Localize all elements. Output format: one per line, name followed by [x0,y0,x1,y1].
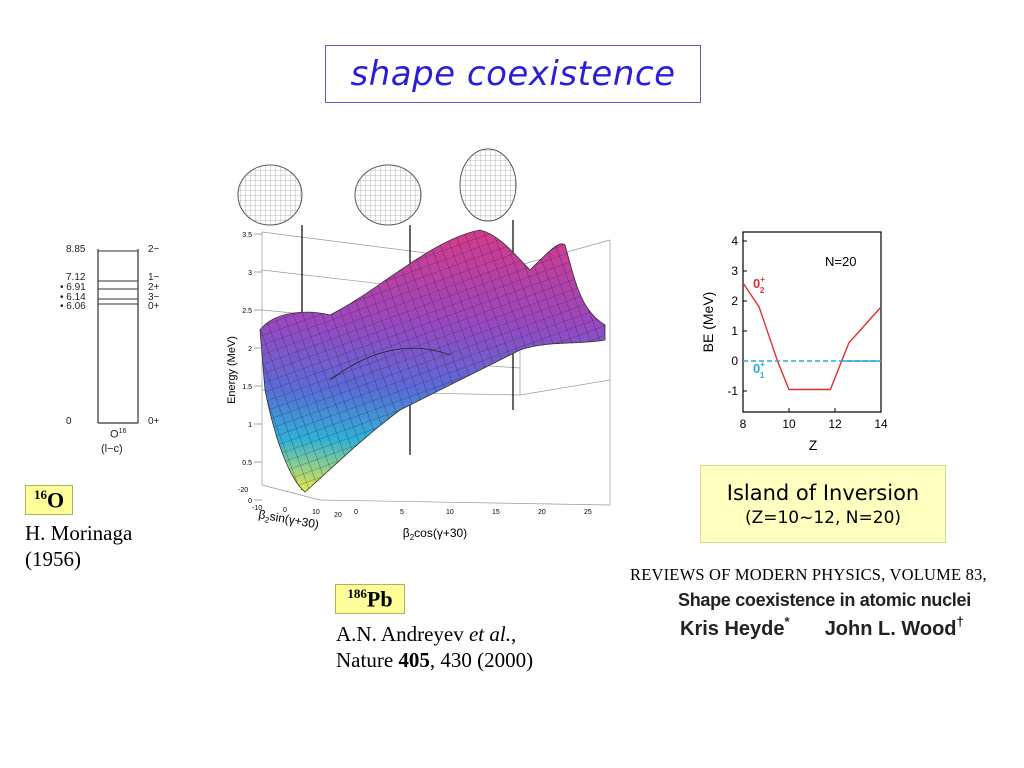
o16-level-spin: 1− [148,272,160,283]
pb186-z-tick: 2 [248,346,252,353]
pb186-x-tick: 5 [400,509,404,516]
pb186-x-tick: 15 [492,509,500,516]
be-plot-frame [742,231,882,413]
o16-level-spin: 0+ [148,416,160,427]
o16-level-energy: 8.85 [66,244,86,255]
pb186-y-tick: -20 [238,487,248,494]
o16-level-energy: • 6.06 [60,301,86,312]
pb186-z-tick: 3.5 [242,232,252,239]
pb186-z-tick: 2.5 [242,308,252,315]
be-series [742,282,882,391]
slide-title: shape coexistence [350,54,676,94]
o16-level-energy: 0 [66,416,72,427]
pb186-z-axis-label: Energy (MeV) [226,336,238,404]
pb186-x-ticks: 051015202530 [354,509,592,516]
pb186-reference: A.N. Andreyev et al., Nature 405, 430 (2… [336,621,533,673]
pb186-z-tick: 1 [248,422,252,429]
pb186-ref-line1: A.N. Andreyev et al., [336,622,517,646]
pb186-x-axis-label: β2cos(γ+30) [403,526,467,542]
pb186-y-tick: 10 [312,509,320,516]
be-y-tick: 2 [731,294,738,308]
pb186-z-tick: 0 [248,498,252,505]
be-y-ticks: 4 3 2 1 0 -1 [727,234,747,398]
pb186-z-ticks: 3.5 3 2.5 2 1.5 1 0.5 0 [242,232,262,505]
o16-reference: H. Morinaga (1956) [25,520,132,572]
pb186-y-tick: 20 [334,512,342,519]
title-box: shape coexistence [325,45,701,103]
be-y-tick: 0 [731,354,738,368]
o16-level-energy: 7.12 [66,272,86,283]
pb186-z-tick: 0.5 [242,460,252,467]
o16-level-energy: • 6.14 [60,292,86,303]
pb186-y-ticks: -20-10 0 10 20 [238,487,342,519]
o16-level-scheme [97,249,139,424]
island-of-inversion-subtitle: (Z=10~12, N=20) [744,507,902,528]
be-y-tick: 3 [731,264,738,278]
be-x-tick: 12 [828,417,842,431]
pb186-tag: 186Pb [335,584,405,614]
pb186-y-axis-label: β2sin(γ+30) [257,507,320,533]
o16-ref-year: (1956) [25,547,81,571]
spherical-shape-icon [354,164,422,226]
o16-tag: 16O [25,485,73,515]
o16-level-spin: 2+ [148,282,160,293]
pb186-y-tick: 0 [283,507,287,514]
o16-ref-author: H. Morinaga [25,521,133,545]
be-y-tick: 1 [731,324,738,338]
state2-label: 0+ 2 [753,275,765,295]
be-x-tick: 10 [782,417,796,431]
be-y-axis-label: BE (MeV) [700,292,716,353]
pb186-z-tick: 1.5 [242,384,252,391]
be-x-axis-label: Z [809,437,818,453]
pb186-x-tick: 25 [584,509,592,516]
pb186-ref-line2: Nature 405, 430 (2000) [336,648,534,672]
be-y-tick: 4 [731,234,738,248]
pb186-x-tick: 0 [354,509,358,516]
pb186-x-tick: 20 [538,509,546,516]
pb186-x-tick: 10 [446,509,454,516]
pb186-y-tick: -10 [252,505,262,512]
series-0plus2-line [742,282,882,391]
oblate-shape-icon [237,164,303,226]
rmp-journal: REVIEWS OF MODERN PHYSICS, VOLUME 83, [630,565,987,584]
prolate-shape-icon [459,148,517,222]
island-of-inversion-title: Island of Inversion [726,480,920,505]
be-x-tick: 8 [740,417,747,431]
o16-level-spin: 0+ [148,301,160,312]
pb186-energy-surface: 3.532.521.510.50 Energy (MeV) -20-10 0 10 2… [226,148,611,542]
rmp-authors: Kris Heyde* John L. Wood† [680,614,964,640]
o16-level-spin: 3− [148,292,160,303]
be-x-ticks: 8 10 12 14 [740,408,888,431]
be-x-tick: 14 [874,417,888,431]
state1-label: 0+ 1 [753,360,765,380]
o16-level-spin: 2− [148,244,160,255]
rmp-paper-title: Shape coexistence in atomic nuclei [678,590,971,610]
o16-nucleus-label: O16 [110,428,127,441]
be-annotation: N=20 [825,254,856,269]
o16-level-energy: • 6.91 [60,282,86,293]
be-y-tick: -1 [727,384,738,398]
o16-nucleus-sub: (l−c) [101,443,123,455]
pb186-z-tick: 3 [248,270,252,277]
island-of-inversion-box: Island of Inversion (Z=10~12, N=20) [700,465,946,543]
